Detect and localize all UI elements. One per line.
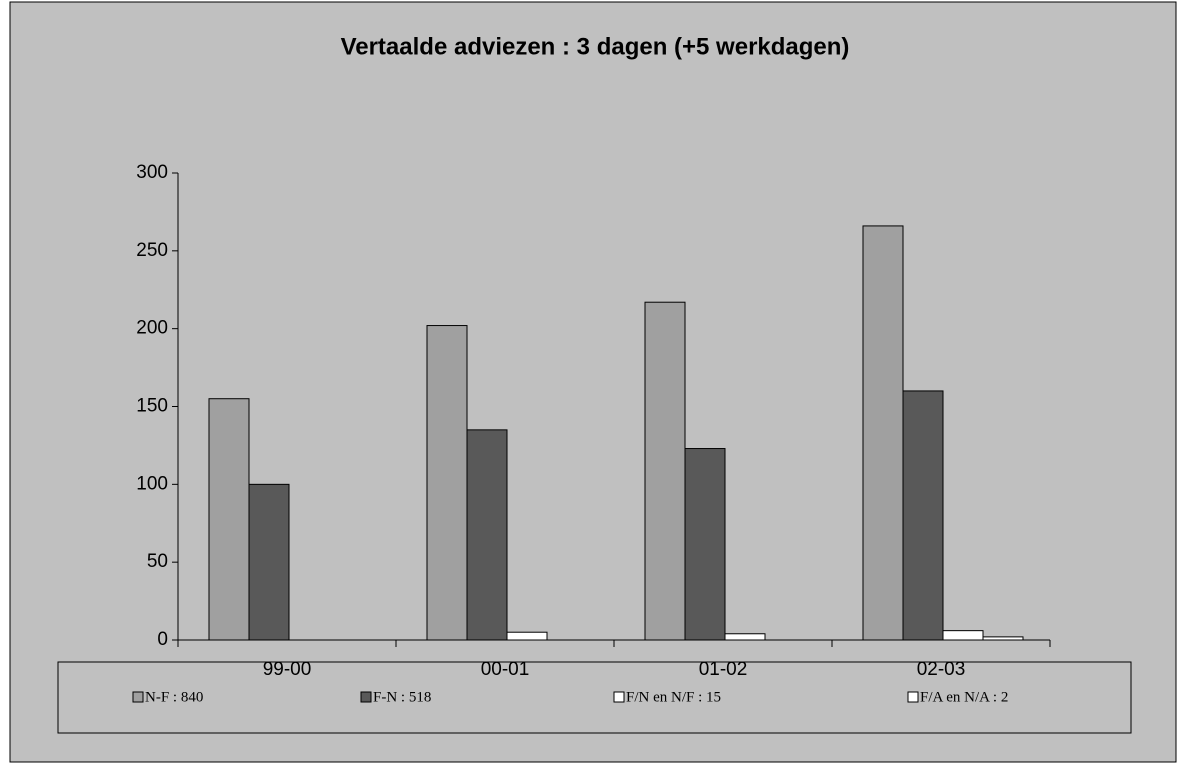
y-tick-label: 200 bbox=[136, 318, 168, 339]
bar bbox=[208, 398, 250, 641]
bar bbox=[644, 301, 686, 641]
bar bbox=[506, 631, 548, 641]
x-tick-label: 00-01 bbox=[481, 659, 530, 680]
y-tick-label: 250 bbox=[136, 240, 168, 261]
y-tick-label: 50 bbox=[147, 551, 168, 572]
legend-swatch bbox=[907, 691, 919, 703]
legend-swatch bbox=[132, 691, 144, 703]
bar bbox=[862, 225, 904, 641]
bar bbox=[982, 636, 1024, 641]
x-tick-label: 01-02 bbox=[699, 659, 748, 680]
bar bbox=[466, 429, 508, 641]
y-tick-label: 100 bbox=[136, 473, 168, 494]
chart-title: Vertaalde adviezen : 3 dagen (+5 werkdag… bbox=[341, 33, 850, 60]
legend-label: F/A en N/A : 2 bbox=[920, 689, 1008, 705]
bar bbox=[724, 633, 766, 641]
bar bbox=[902, 390, 944, 641]
legend-label: F/N en N/F : 15 bbox=[626, 689, 721, 705]
bar bbox=[942, 630, 984, 641]
legend-label: F-N : 518 bbox=[373, 689, 431, 705]
x-tick-label: 99-00 bbox=[263, 659, 312, 680]
legend-swatch bbox=[360, 691, 372, 703]
legend-label: N-F : 840 bbox=[145, 689, 203, 705]
x-tick-label: 02-03 bbox=[917, 659, 966, 680]
bar bbox=[684, 448, 726, 641]
bar bbox=[248, 483, 290, 641]
chart-area bbox=[9, 1, 1177, 763]
y-tick-label: 300 bbox=[136, 162, 168, 183]
y-tick-label: 0 bbox=[157, 629, 168, 650]
legend-swatch bbox=[613, 691, 625, 703]
legend-box bbox=[57, 661, 1132, 734]
y-tick-label: 150 bbox=[136, 396, 168, 417]
bar bbox=[426, 325, 468, 641]
